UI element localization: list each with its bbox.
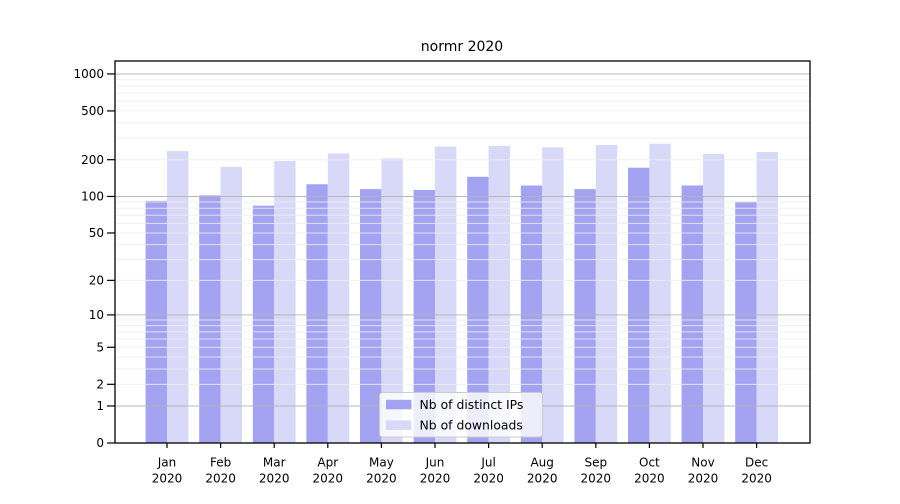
x-tick-year-dec: 2020 xyxy=(741,472,772,486)
x-tick-year-may: 2020 xyxy=(366,472,397,486)
legend-swatch-nb-of-distinct-ips xyxy=(386,399,412,410)
legend-box xyxy=(379,392,543,438)
bar-nb-of-distinct-ips-dec xyxy=(735,201,757,443)
x-tick-label-aug: Aug xyxy=(530,456,553,470)
grid-layer xyxy=(115,73,810,407)
x-tick-year-nov: 2020 xyxy=(688,472,719,486)
bar-nb-of-downloads-may xyxy=(381,158,403,443)
bar-nb-of-distinct-ips-jan xyxy=(145,200,167,443)
x-tick-label-apr: Apr xyxy=(317,456,338,470)
bar-nb-of-downloads-nov xyxy=(703,153,725,443)
x-tick-year-jul: 2020 xyxy=(473,472,504,486)
bar-nb-of-distinct-ips-sep xyxy=(574,189,596,443)
bar-nb-of-distinct-ips-nov xyxy=(681,185,703,443)
y-tick-label-100: 100 xyxy=(81,190,104,204)
chart-title: normr 2020 xyxy=(421,39,503,55)
legend-swatch-nb-of-downloads xyxy=(386,420,412,430)
y-tick-label-2: 2 xyxy=(96,378,104,392)
x-tick-year-aug: 2020 xyxy=(527,472,558,486)
x-tick-year-mar: 2020 xyxy=(259,472,290,486)
y-axis: 0 1 2 5 10 20 50 100 200 500 1000 xyxy=(73,67,115,450)
bar-nb-of-downloads-oct xyxy=(649,143,671,443)
bar-nb-of-downloads-mar xyxy=(274,161,296,444)
legend: Nb of distinct IPs Nb of downloads xyxy=(379,392,543,438)
x-tick-year-jan: 2020 xyxy=(152,472,183,486)
bar-nb-of-downloads-feb xyxy=(220,166,242,443)
bar-nb-of-downloads-dec xyxy=(756,152,778,443)
x-tick-label-jun: Jun xyxy=(425,456,445,470)
bar-nb-of-downloads-aug xyxy=(542,147,564,443)
bar-nb-of-distinct-ips-apr xyxy=(306,184,328,443)
bar-nb-of-distinct-ips-may xyxy=(360,189,382,443)
x-tick-label-oct: Oct xyxy=(639,456,660,470)
x-tick-year-apr: 2020 xyxy=(313,472,344,486)
legend-label-nb-of-downloads: Nb of downloads xyxy=(420,417,523,432)
x-tick-label-nov: Nov xyxy=(691,456,714,470)
y-tick-label-0: 0 xyxy=(96,436,104,450)
x-tick-label-jul: Jul xyxy=(480,456,495,470)
x-tick-year-sep: 2020 xyxy=(581,472,612,486)
bar-nb-of-distinct-ips-feb xyxy=(199,195,221,443)
y-tick-label-10: 10 xyxy=(89,308,104,322)
plot-border xyxy=(114,60,811,444)
bar-nb-of-distinct-ips-jul xyxy=(467,176,489,443)
bar-nb-of-downloads-apr xyxy=(327,153,350,444)
x-tick-year-jun: 2020 xyxy=(420,472,451,486)
x-tick-label-dec: Dec xyxy=(745,456,768,470)
y-tick-label-50: 50 xyxy=(89,226,104,240)
y-tick-label-5: 5 xyxy=(96,340,104,354)
x-axis: Jan 2020 Feb 2020 Mar 2020 Apr 2020 May 2020 Jun 20… xyxy=(152,443,772,486)
x-tick-year-feb: 2020 xyxy=(205,472,236,486)
bar-nb-of-distinct-ips-mar xyxy=(252,205,275,443)
y-tick-label-1: 1 xyxy=(96,399,104,413)
x-tick-label-may: May xyxy=(369,456,394,470)
x-tick-label-sep: Sep xyxy=(584,456,607,470)
x-tick-year-oct: 2020 xyxy=(634,472,665,486)
bar-nb-of-distinct-ips-jun xyxy=(413,190,435,443)
bar-nb-of-distinct-ips-oct xyxy=(628,167,650,443)
y-tick-label-1000: 1000 xyxy=(73,67,104,81)
y-tick-label-20: 20 xyxy=(89,274,104,288)
x-tick-label-jan: Jan xyxy=(157,456,177,470)
bar-nb-of-distinct-ips-aug xyxy=(520,185,543,443)
legend-label-nb-of-distinct-ips: Nb of distinct IPs xyxy=(420,397,524,412)
y-tick-label-500: 500 xyxy=(81,104,104,118)
x-tick-label-feb: Feb xyxy=(210,456,231,470)
bar-nb-of-downloads-sep xyxy=(595,144,618,444)
x-tick-label-mar: Mar xyxy=(263,456,286,470)
bar-nb-of-downloads-jan xyxy=(167,151,189,443)
y-tick-label-200: 200 xyxy=(81,153,104,167)
